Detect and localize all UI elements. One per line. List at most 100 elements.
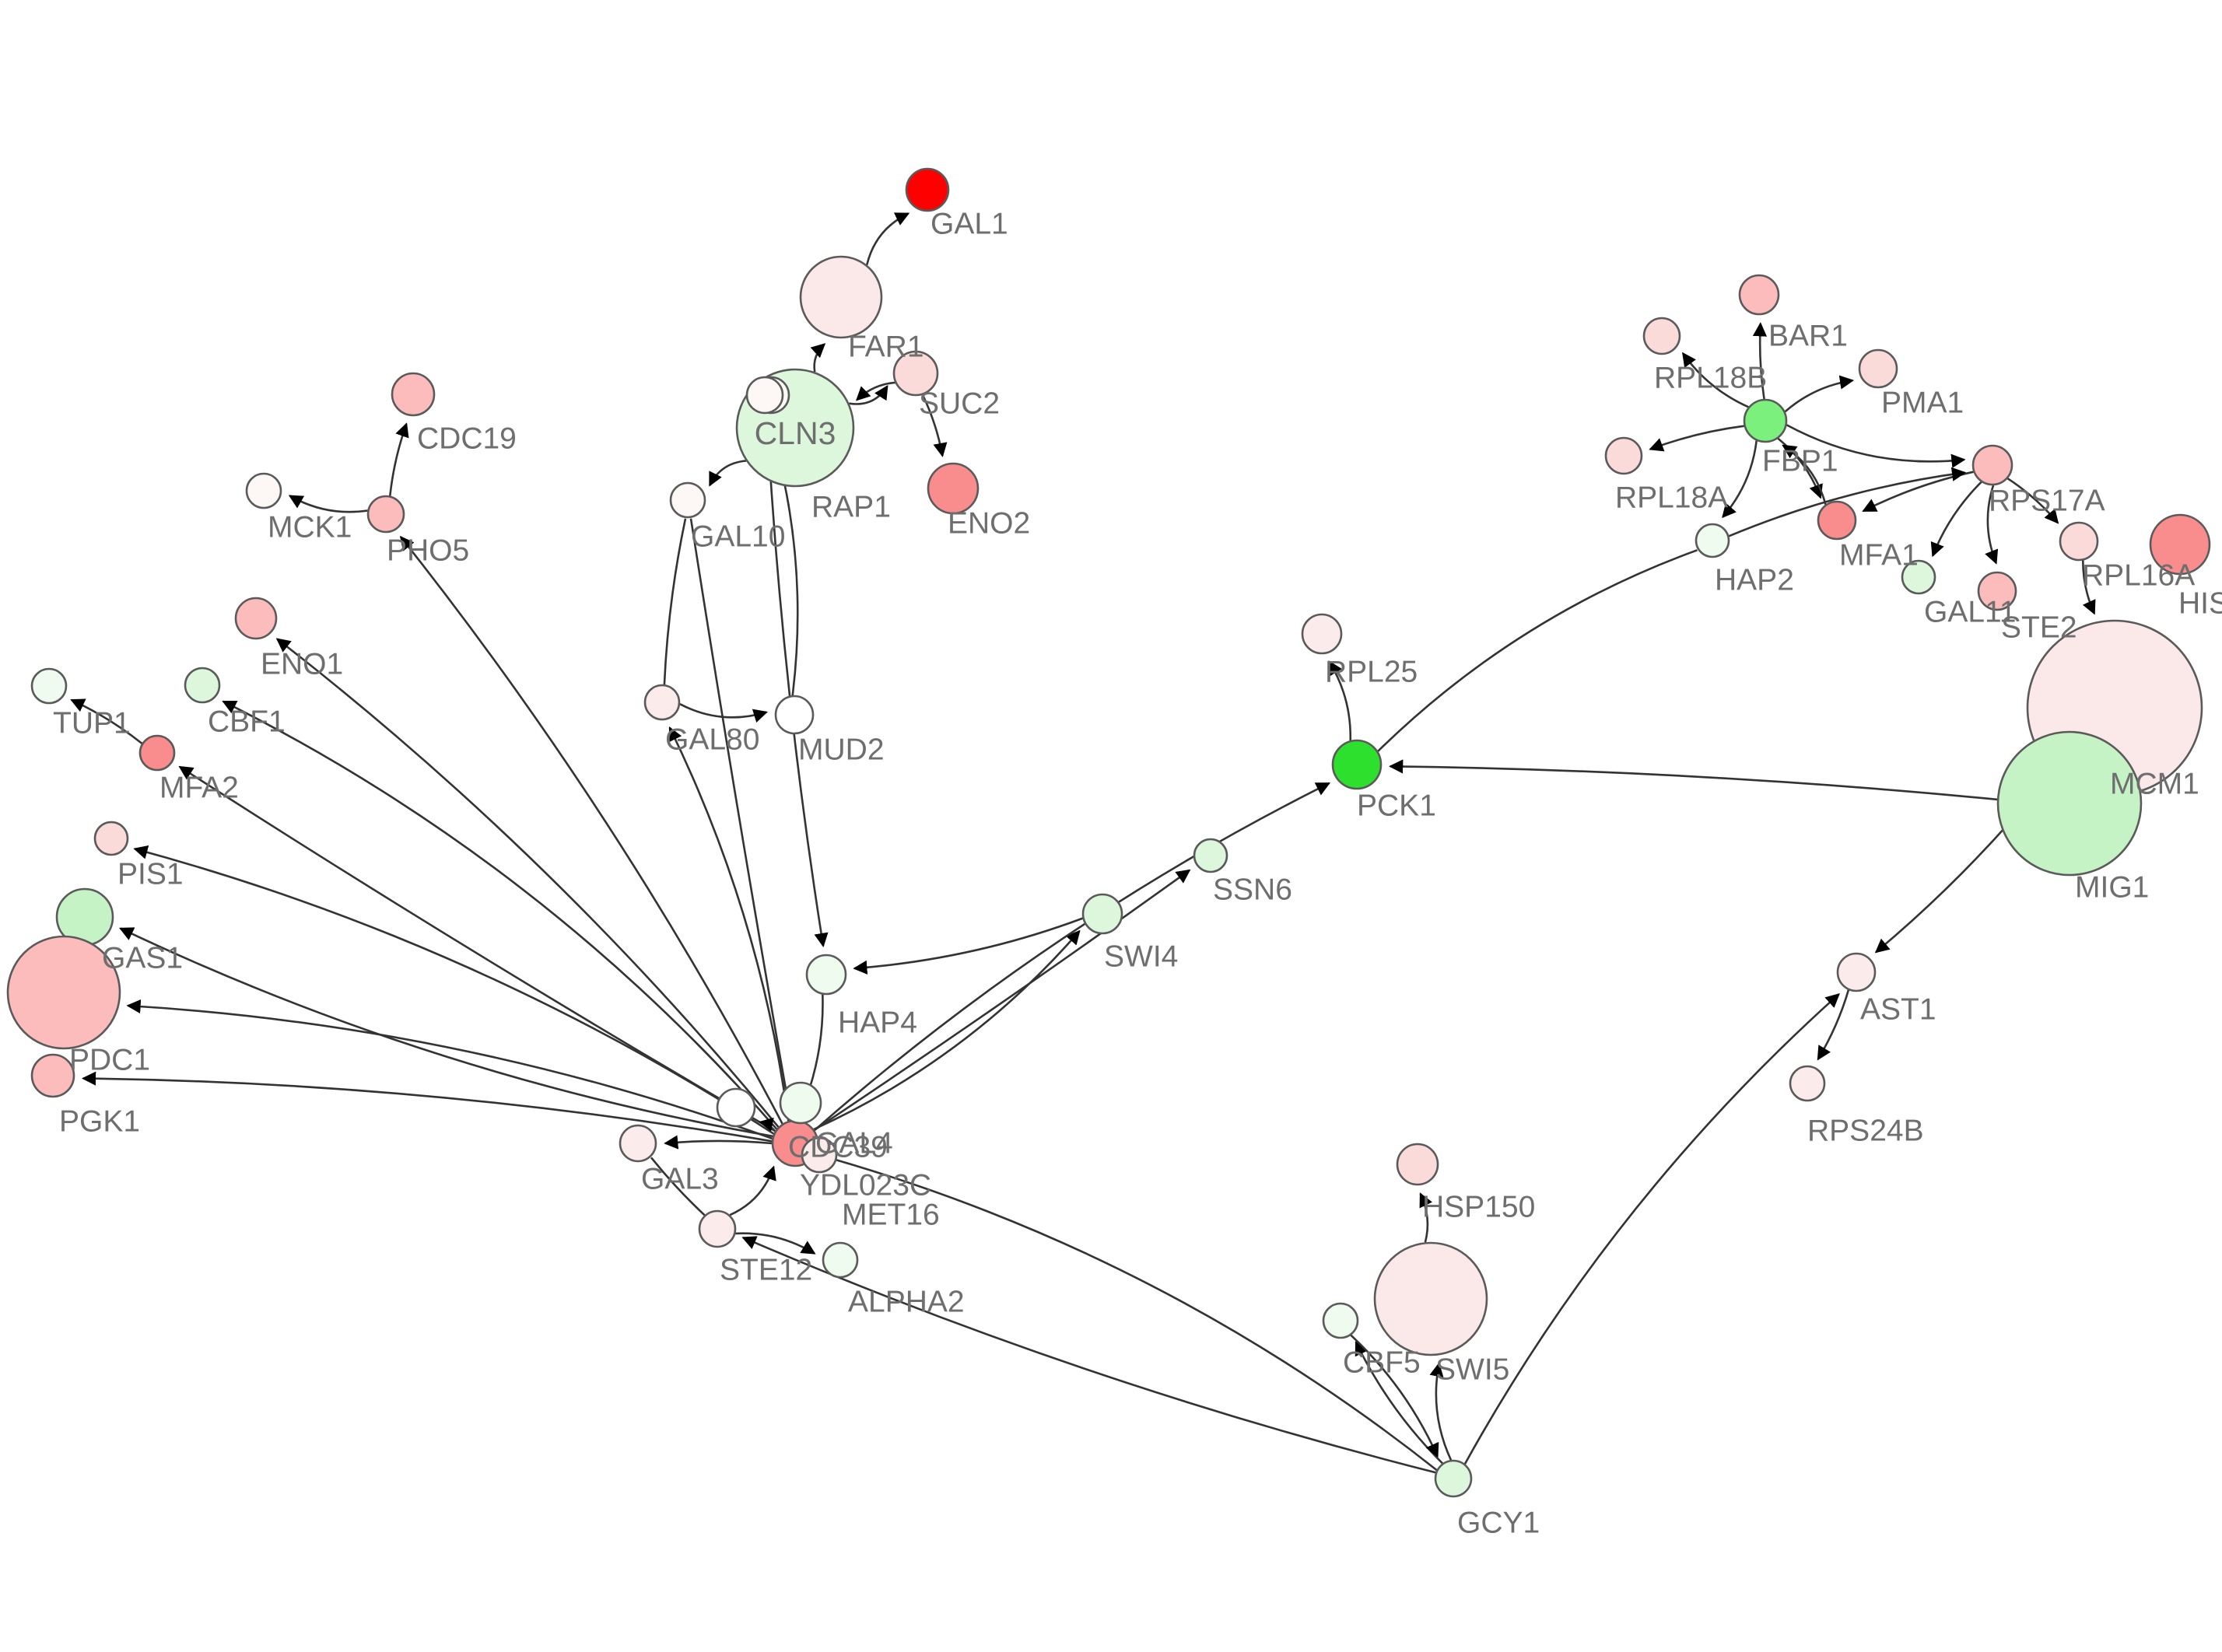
edge-gal4-to-pdc1	[126, 999, 773, 1140]
edge-cln3-to-gal10	[709, 460, 747, 487]
edge-gal4-to-ssn6	[813, 869, 1191, 1131]
node-cbf5[interactable]	[1322, 1302, 1359, 1339]
label-cdc19: CDC19	[417, 422, 517, 455]
node-ste2[interactable]	[1977, 571, 2017, 611]
node-rpl16a[interactable]	[2059, 521, 2099, 562]
label-mfa2: MFA2	[159, 771, 239, 804]
edge-ast1-to-rps24b	[1817, 989, 1850, 1061]
edge-gal4-to-pgk1	[81, 1071, 773, 1143]
label-hap4: HAP4	[838, 1006, 917, 1039]
node-gal80[interactable]	[643, 684, 681, 721]
label-hsp150: HSP150	[1422, 1190, 1535, 1223]
node-pdc1[interactable]	[6, 935, 121, 1050]
node-cdc19[interactable]	[391, 372, 436, 417]
node-rps24b[interactable]	[1789, 1065, 1826, 1102]
label-eno2: ENO2	[948, 506, 1030, 540]
node-rpl18a[interactable]	[1604, 436, 1643, 475]
label-gal4: GAL4	[815, 1126, 893, 1160]
label-ydl023c: YDL023C	[800, 1168, 931, 1202]
node-pck1[interactable]	[1331, 739, 1383, 790]
node-swi4[interactable]	[1081, 893, 1123, 935]
label-pgk1: PGK1	[59, 1104, 140, 1138]
node-mck1[interactable]	[245, 472, 282, 509]
edge-pho5-to-cdc19	[389, 422, 409, 496]
node-bar1[interactable]	[1738, 274, 1780, 316]
label-mig1: MIG1	[2075, 870, 2149, 904]
edge-gal4-to-swi4	[813, 929, 1081, 1131]
node-mfa1[interactable]	[1817, 500, 1857, 541]
edge-gcy1-to-ast1	[1463, 992, 1840, 1465]
label-pck1: PCK1	[1357, 789, 1436, 822]
node-hap2[interactable]	[1695, 523, 1730, 558]
label-cbf1: CBF1	[208, 705, 286, 738]
node-cdc39[interactable]	[716, 1087, 756, 1128]
node-met16[interactable]	[779, 1081, 822, 1125]
node-eno2[interactable]	[927, 462, 980, 515]
edge-fbp1-to-rps17a	[1786, 424, 1966, 468]
edge-mfa2-to-tup1	[70, 698, 143, 744]
node-gcy1[interactable]	[1434, 1459, 1473, 1498]
label-gas1: GAS1	[102, 941, 183, 975]
edge-swi5-to-hsp150	[1419, 1192, 1432, 1243]
label-bar1: BAR1	[1768, 319, 1848, 352]
node-layer[interactable]	[6, 167, 2211, 1498]
edge-mfa1-to-fbp1	[1782, 444, 1827, 506]
node-pis1[interactable]	[93, 821, 129, 856]
edge-cln3-to-suc2	[849, 384, 888, 405]
node-mfa2[interactable]	[138, 734, 176, 772]
node-eno1[interactable]	[234, 597, 278, 640]
label-rpl25: RPL25	[1325, 655, 1418, 688]
node-ssn6[interactable]	[1193, 838, 1228, 873]
node-ste12[interactable]	[698, 1209, 737, 1248]
node-gal10[interactable]	[669, 481, 706, 519]
edge-suc2-to-eno2	[921, 394, 948, 457]
edge-rap1-to-hap4	[766, 413, 829, 947]
edge-gal4-to-gal10	[689, 518, 793, 1121]
label-tup1: TUP1	[53, 706, 131, 740]
label-swi5: SWI5	[1435, 1353, 1509, 1386]
edge-gal4-to-pck1	[814, 782, 1331, 1132]
edge-swi4-to-hap4	[853, 917, 1084, 975]
label-rps24b: RPS24B	[1807, 1114, 1924, 1147]
node-cbf1[interactable]	[184, 667, 221, 704]
edge-gal4-to-gal80	[668, 726, 790, 1122]
node-gal1[interactable]	[905, 167, 950, 212]
edge-pho5-to-mck1	[288, 495, 368, 513]
label-gal11: GAL11	[1924, 595, 2017, 628]
node-ast1[interactable]	[1836, 952, 1877, 992]
node-gal3[interactable]	[619, 1124, 657, 1163]
node-hsp150[interactable]	[1396, 1143, 1439, 1186]
node-pho5[interactable]	[366, 495, 405, 534]
node-fbp1[interactable]	[1743, 398, 1788, 443]
label-rpl18a: RPL18A	[1615, 481, 1728, 514]
node-rap1[interactable]	[745, 376, 784, 415]
edge-rpl16a-to-mcm1	[2081, 560, 2096, 615]
edge-fbp1-to-rpl18a	[1649, 425, 1744, 452]
node-rps17a[interactable]	[1971, 444, 2013, 486]
node-swi5[interactable]	[1373, 1241, 1488, 1356]
edge-gal4-to-gas1	[119, 927, 773, 1138]
node-mig1[interactable]	[1996, 730, 2143, 877]
label-cln3: CLN3	[755, 415, 836, 451]
edge-gal4-to-cbf1	[222, 700, 778, 1130]
edge-gal4-to-cdc39	[759, 1117, 776, 1132]
node-tup1[interactable]	[30, 667, 68, 705]
node-rpl18b[interactable]	[1642, 317, 1681, 355]
node-pma1[interactable]	[1858, 348, 1898, 389]
node-his4[interactable]	[2149, 513, 2211, 576]
node-ydl023c[interactable]	[801, 1136, 838, 1174]
edge-layer	[70, 212, 2096, 1474]
edge-rps17a-to-mfa1	[1862, 471, 1974, 513]
node-hap4[interactable]	[805, 954, 847, 996]
node-pgk1[interactable]	[30, 1053, 75, 1098]
node-gal11[interactable]	[1901, 559, 1936, 595]
edge-gcy1-to-swi5	[1429, 1362, 1453, 1461]
label-gal3: GAL3	[641, 1162, 719, 1195]
node-far1[interactable]	[799, 255, 883, 339]
node-mud2[interactable]	[774, 695, 815, 735]
label-his4: HIS4	[2178, 586, 2222, 620]
node-suc2[interactable]	[892, 350, 939, 397]
node-alpha2[interactable]	[822, 1241, 859, 1279]
node-rpl25[interactable]	[1301, 613, 1343, 655]
